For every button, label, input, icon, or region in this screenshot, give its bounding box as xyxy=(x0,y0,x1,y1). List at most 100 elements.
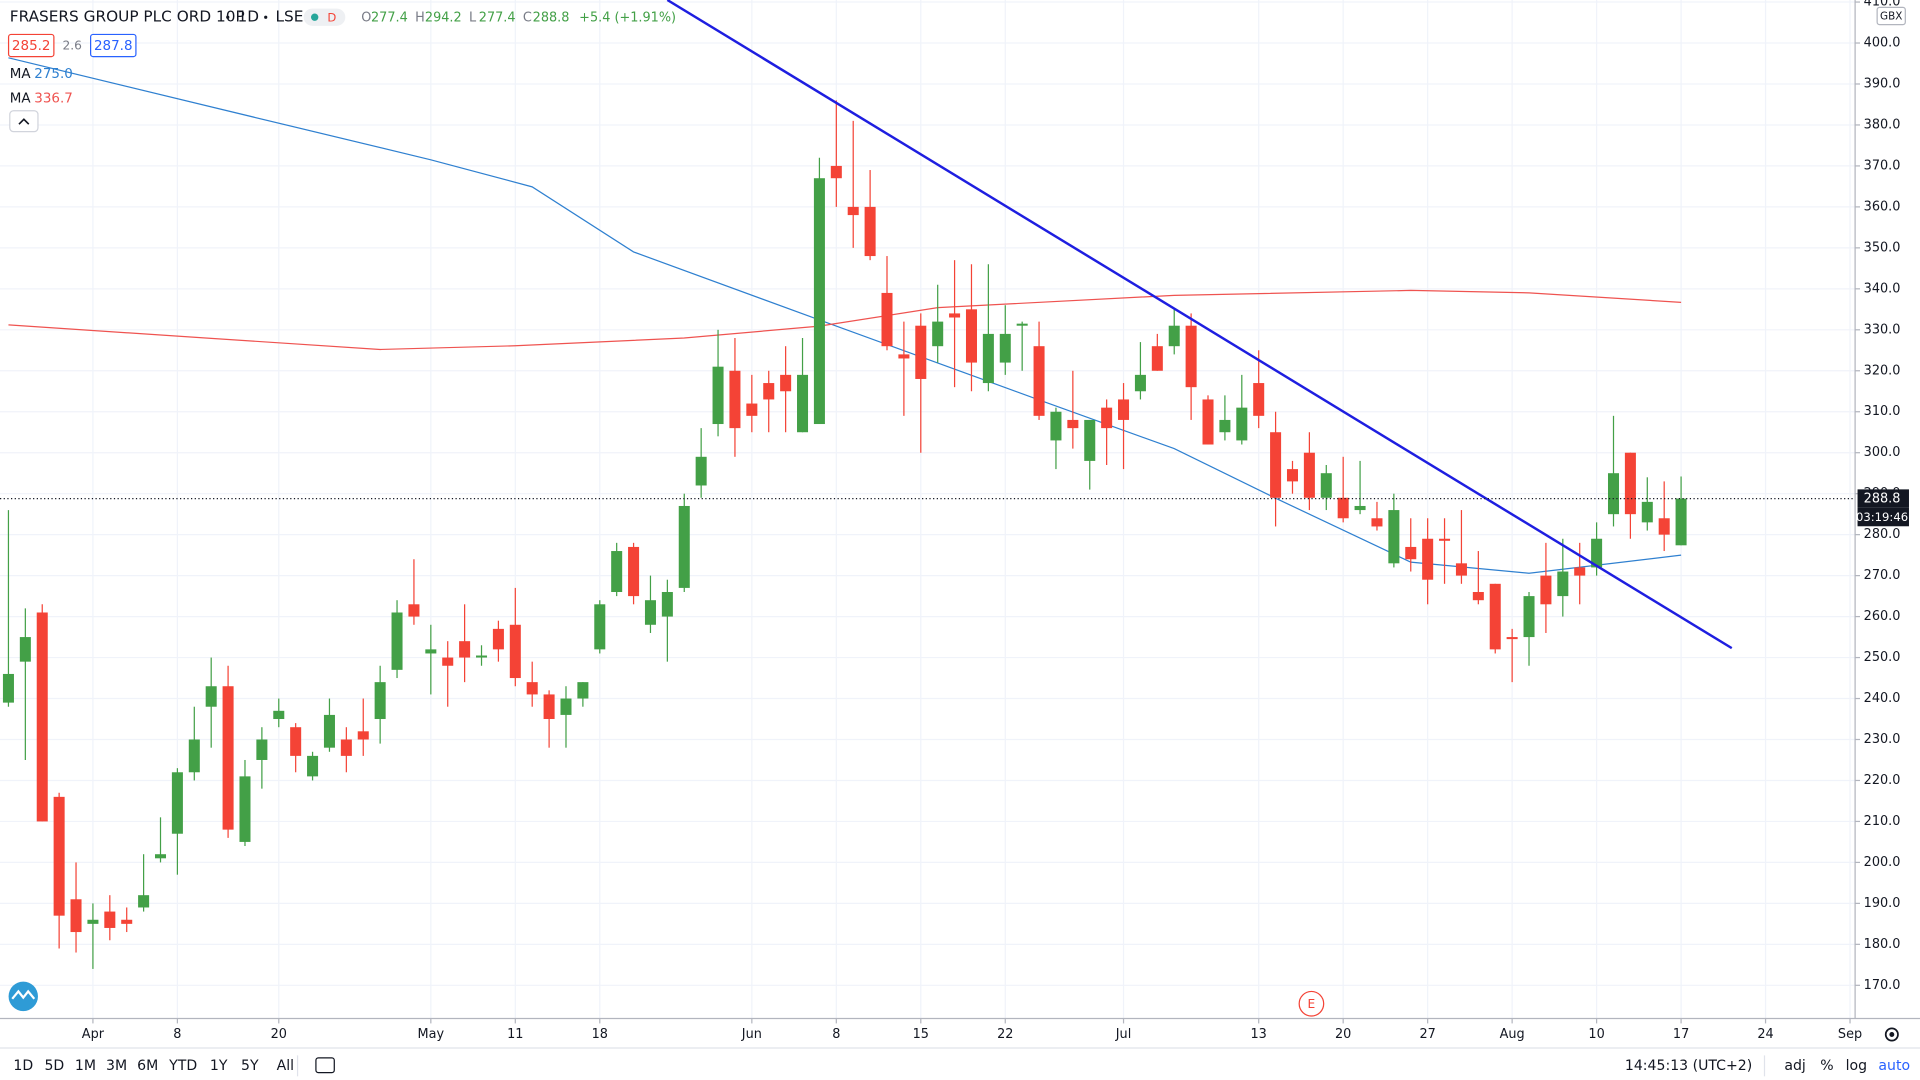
candle-body xyxy=(1337,497,1349,519)
candle-body xyxy=(1422,538,1434,580)
candle-body xyxy=(830,165,842,179)
y-tick-label: 210.0 xyxy=(1864,814,1901,829)
range-button[interactable]: 6M xyxy=(137,1058,158,1074)
earnings-marker[interactable] xyxy=(1298,990,1325,1017)
ohlc-key: C xyxy=(523,10,532,25)
candle-body xyxy=(1455,563,1467,576)
y-tick-label: 410.0 xyxy=(1864,0,1901,10)
y-tick-label: 390.0 xyxy=(1864,76,1901,91)
candle-body xyxy=(577,682,589,699)
separator xyxy=(264,15,268,19)
candle-body xyxy=(746,403,758,416)
y-tick-label: 200.0 xyxy=(1864,855,1901,870)
last-price-tag xyxy=(1857,489,1909,508)
x-tick-label: 11 xyxy=(507,1027,523,1042)
indicator-name[interactable]: MA xyxy=(10,66,32,82)
y-tick-label: 400.0 xyxy=(1864,36,1901,51)
indicator-name[interactable]: MA xyxy=(10,90,32,106)
scale-option[interactable]: log xyxy=(1846,1058,1867,1074)
candle-body xyxy=(1101,407,1113,429)
y-tick-label: 380.0 xyxy=(1864,117,1901,132)
date-range-icon[interactable] xyxy=(315,1057,335,1074)
ohlc-key: H xyxy=(415,10,425,25)
spread: 2.6 xyxy=(63,39,83,53)
y-tick-label: 370.0 xyxy=(1864,158,1901,173)
y-tick-label: 360.0 xyxy=(1864,199,1901,214)
candle-body xyxy=(239,776,251,842)
candle-body xyxy=(1033,346,1045,416)
y-tick-label: 330.0 xyxy=(1864,322,1901,337)
exchange: LSE xyxy=(276,8,304,26)
candle-body xyxy=(1405,546,1417,560)
trend-line[interactable] xyxy=(666,0,1733,650)
range-button[interactable]: 5D xyxy=(44,1058,64,1074)
range-button[interactable]: 5Y xyxy=(241,1058,259,1074)
y-tick-label: 240.0 xyxy=(1864,691,1901,706)
range-button[interactable]: 1D xyxy=(13,1058,33,1074)
candle-body xyxy=(459,641,471,658)
y-tick-label: 320.0 xyxy=(1864,363,1901,378)
x-tick-label: 10 xyxy=(1588,1027,1604,1042)
candle-body xyxy=(678,505,690,588)
candle-body xyxy=(1185,325,1197,388)
indicator-value: 336.7 xyxy=(34,90,73,106)
candle-body xyxy=(1270,432,1282,498)
candle-body xyxy=(1219,419,1231,433)
range-button[interactable]: 3M xyxy=(106,1058,127,1074)
range-button[interactable]: 1Y xyxy=(210,1058,228,1074)
ohlc-value: 294.2 xyxy=(425,10,462,25)
candle-body xyxy=(712,366,724,425)
scale-option[interactable]: adj xyxy=(1784,1058,1805,1074)
scale-option[interactable]: % xyxy=(1820,1058,1833,1074)
collapse-button[interactable] xyxy=(9,110,39,133)
bid-box[interactable] xyxy=(7,33,55,58)
x-tick-label: 20 xyxy=(271,1027,287,1042)
candle-body xyxy=(982,333,994,384)
y-tick-label: 170.0 xyxy=(1864,978,1901,993)
x-tick-label: 8 xyxy=(173,1027,181,1042)
candle-body xyxy=(1557,571,1569,597)
candle-body xyxy=(780,374,792,392)
clock[interactable]: 14:45:13 (UTC+2) xyxy=(1625,1058,1752,1074)
candle-body xyxy=(222,686,234,830)
x-tick-label: May xyxy=(418,1027,445,1042)
candle-body xyxy=(644,600,656,625)
candle-body xyxy=(290,727,302,756)
candle-body xyxy=(661,592,673,617)
candle-body xyxy=(205,686,217,707)
candle-body xyxy=(188,739,200,773)
countdown-tag xyxy=(1857,507,1909,527)
x-tick-label: 18 xyxy=(592,1027,608,1042)
range-button[interactable]: YTD xyxy=(168,1058,197,1074)
ask-box[interactable] xyxy=(90,33,137,58)
ohlc-value: 277.4 xyxy=(479,10,516,25)
logo-icon xyxy=(11,989,36,1000)
candle-body xyxy=(1624,452,1636,515)
candle-body xyxy=(1489,583,1501,650)
candle-body xyxy=(1607,473,1620,515)
candle-body xyxy=(1286,469,1298,482)
range-button[interactable]: 1M xyxy=(75,1058,96,1074)
candle-body xyxy=(881,292,893,347)
settings-icon[interactable] xyxy=(1884,1027,1899,1042)
bid: 285.2 xyxy=(12,38,51,54)
candle-body xyxy=(594,604,606,650)
candle-body xyxy=(1658,518,1670,535)
interval[interactable]: 1D xyxy=(238,8,260,26)
candle-body xyxy=(864,206,876,257)
separator xyxy=(226,15,230,19)
candle-body xyxy=(1388,510,1400,564)
range-button[interactable]: All xyxy=(277,1058,294,1074)
currency: GBX xyxy=(1880,11,1902,23)
candle-body xyxy=(1050,411,1062,441)
countdown: 03:19:46 xyxy=(1856,510,1908,524)
candle-body xyxy=(1540,575,1552,605)
candle-body xyxy=(1523,596,1535,638)
scale-option[interactable]: auto xyxy=(1878,1058,1910,1074)
x-tick-label: 15 xyxy=(913,1027,929,1042)
candle-body xyxy=(1439,538,1451,541)
candle-body xyxy=(898,354,910,359)
x-tick-label: 8 xyxy=(832,1027,840,1042)
candle-body xyxy=(374,682,386,720)
